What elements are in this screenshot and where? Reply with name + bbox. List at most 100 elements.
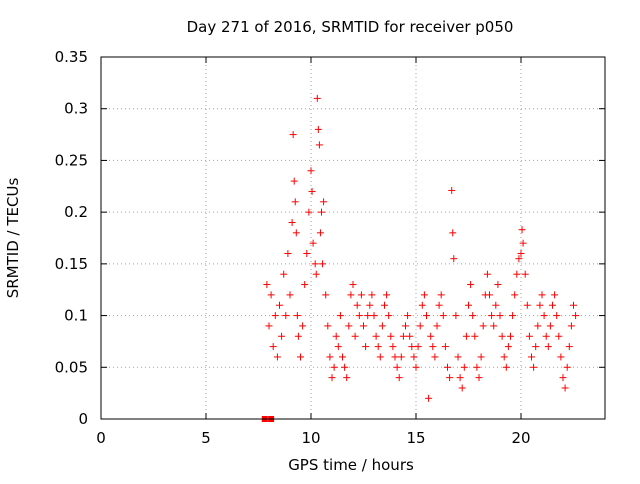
data-point (326, 353, 334, 361)
x-axis-title: GPS time / hours (288, 456, 414, 474)
data-point (536, 301, 544, 309)
data-point (290, 177, 298, 185)
data-point (517, 250, 525, 258)
y-tick-label: 0.1 (64, 307, 88, 325)
data-point (521, 270, 529, 278)
data-point (307, 167, 315, 175)
data-point (360, 322, 367, 330)
data-point (330, 363, 338, 371)
data-point (343, 374, 351, 382)
data-point (486, 291, 493, 299)
data-point (549, 301, 556, 309)
data-point (389, 343, 397, 351)
data-point (294, 332, 302, 340)
data-point (490, 322, 498, 330)
data-point (267, 291, 275, 299)
data-point (328, 374, 336, 382)
data-point (312, 270, 320, 278)
data-point (393, 363, 401, 371)
y-tick-label: 0.2 (64, 203, 88, 221)
data-point (397, 353, 405, 361)
data-point (540, 312, 548, 320)
data-point (381, 301, 388, 309)
data-point (378, 322, 386, 330)
data-point (404, 312, 412, 320)
data-point (427, 332, 435, 340)
data-point (449, 229, 457, 237)
data-point (465, 301, 472, 309)
data-point (273, 353, 281, 361)
data-points (261, 94, 580, 422)
x-tick-label: 5 (201, 429, 211, 447)
data-point (376, 353, 384, 361)
data-point (423, 312, 430, 320)
y-tick-label: 0.3 (64, 100, 88, 118)
data-point (271, 312, 279, 320)
data-point (420, 291, 428, 299)
data-point (293, 312, 301, 320)
data-point (289, 131, 297, 139)
data-point (311, 260, 319, 268)
data-point (366, 301, 374, 309)
plot-frame (100, 56, 606, 420)
data-point (519, 239, 527, 247)
y-tick-label: 0 (78, 410, 88, 428)
data-point (431, 353, 439, 361)
tick-labels: 0 5 10 15 20 0 0.05 0.1 0.15 0.2 0.25 0.3 0.35 (55, 48, 531, 447)
data-point (551, 291, 559, 299)
data-point (435, 301, 443, 309)
data-point (395, 374, 403, 382)
data-point (269, 343, 277, 351)
y-tick-label: 0.35 (55, 48, 88, 66)
data-point (523, 301, 531, 309)
data-point (530, 363, 538, 371)
data-point (563, 363, 571, 371)
data-point (416, 322, 424, 330)
data-point (483, 270, 491, 278)
data-point (385, 312, 393, 320)
data-point (534, 322, 542, 330)
data-point (460, 363, 468, 371)
data-point (370, 312, 378, 320)
data-point (374, 343, 382, 351)
data-point (318, 208, 325, 216)
data-point (553, 312, 561, 320)
data-point (452, 312, 460, 320)
data-point (448, 186, 456, 194)
data-point (278, 332, 286, 340)
data-point (518, 226, 526, 234)
data-point (542, 332, 550, 340)
x-tick-label: 15 (406, 429, 425, 447)
data-point (399, 332, 407, 340)
data-point (322, 291, 330, 299)
x-tick-label: 20 (511, 429, 530, 447)
data-point (559, 374, 567, 382)
data-point (320, 198, 328, 206)
data-point (454, 353, 462, 361)
data-point (341, 363, 349, 371)
data-point (425, 394, 433, 402)
data-point (439, 312, 447, 320)
data-point (570, 301, 577, 309)
data-point (557, 353, 565, 361)
data-point (444, 363, 451, 371)
data-point (572, 312, 580, 320)
data-point (315, 141, 323, 149)
data-point (291, 198, 299, 206)
data-point (502, 363, 510, 371)
data-point (532, 343, 540, 351)
data-point (383, 291, 391, 299)
data-point (504, 343, 512, 351)
data-point (334, 343, 342, 351)
data-point (355, 312, 363, 320)
data-point (280, 270, 288, 278)
data-point (500, 353, 508, 361)
data-point (412, 363, 420, 371)
data-point (347, 291, 355, 299)
data-point (429, 343, 437, 351)
data-point (462, 332, 470, 340)
data-point (299, 322, 307, 330)
data-point (538, 291, 546, 299)
data-point (288, 218, 296, 226)
